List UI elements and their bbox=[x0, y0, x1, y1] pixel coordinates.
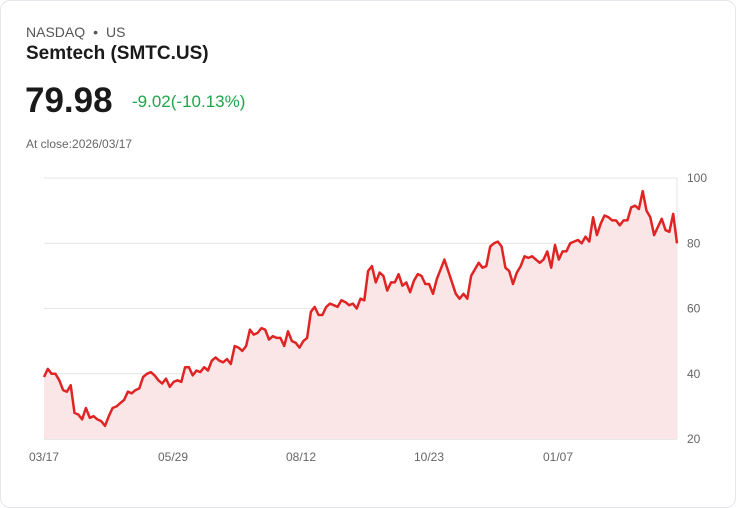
y-tick-label: 20 bbox=[687, 432, 701, 446]
price-line bbox=[42, 189, 679, 428]
exchange-name: NASDAQ bbox=[26, 24, 86, 40]
y-tick-label: 80 bbox=[687, 236, 701, 250]
close-date: At close:2026/03/17 bbox=[26, 137, 133, 151]
separator: • bbox=[93, 24, 99, 40]
x-tick-label: 01/07 bbox=[543, 450, 573, 464]
y-tick-label: 40 bbox=[687, 367, 701, 381]
area-fill bbox=[44, 191, 677, 439]
y-tick-label: 100 bbox=[687, 171, 707, 185]
exchange-label: NASDAQ • US bbox=[26, 24, 125, 40]
x-tick-label: 10/23 bbox=[414, 450, 444, 464]
x-tick-label: 05/29 bbox=[158, 450, 188, 464]
x-tick-label: 08/12 bbox=[286, 450, 316, 464]
price-change: -9.02(-10.13%) bbox=[132, 92, 246, 111]
region: US bbox=[106, 24, 126, 40]
stock-price: 79.98 bbox=[25, 81, 113, 120]
y-tick-label: 60 bbox=[687, 302, 701, 316]
stock-title: Semtech (SMTC.US) bbox=[26, 43, 209, 64]
x-tick-label: 03/17 bbox=[29, 450, 59, 464]
